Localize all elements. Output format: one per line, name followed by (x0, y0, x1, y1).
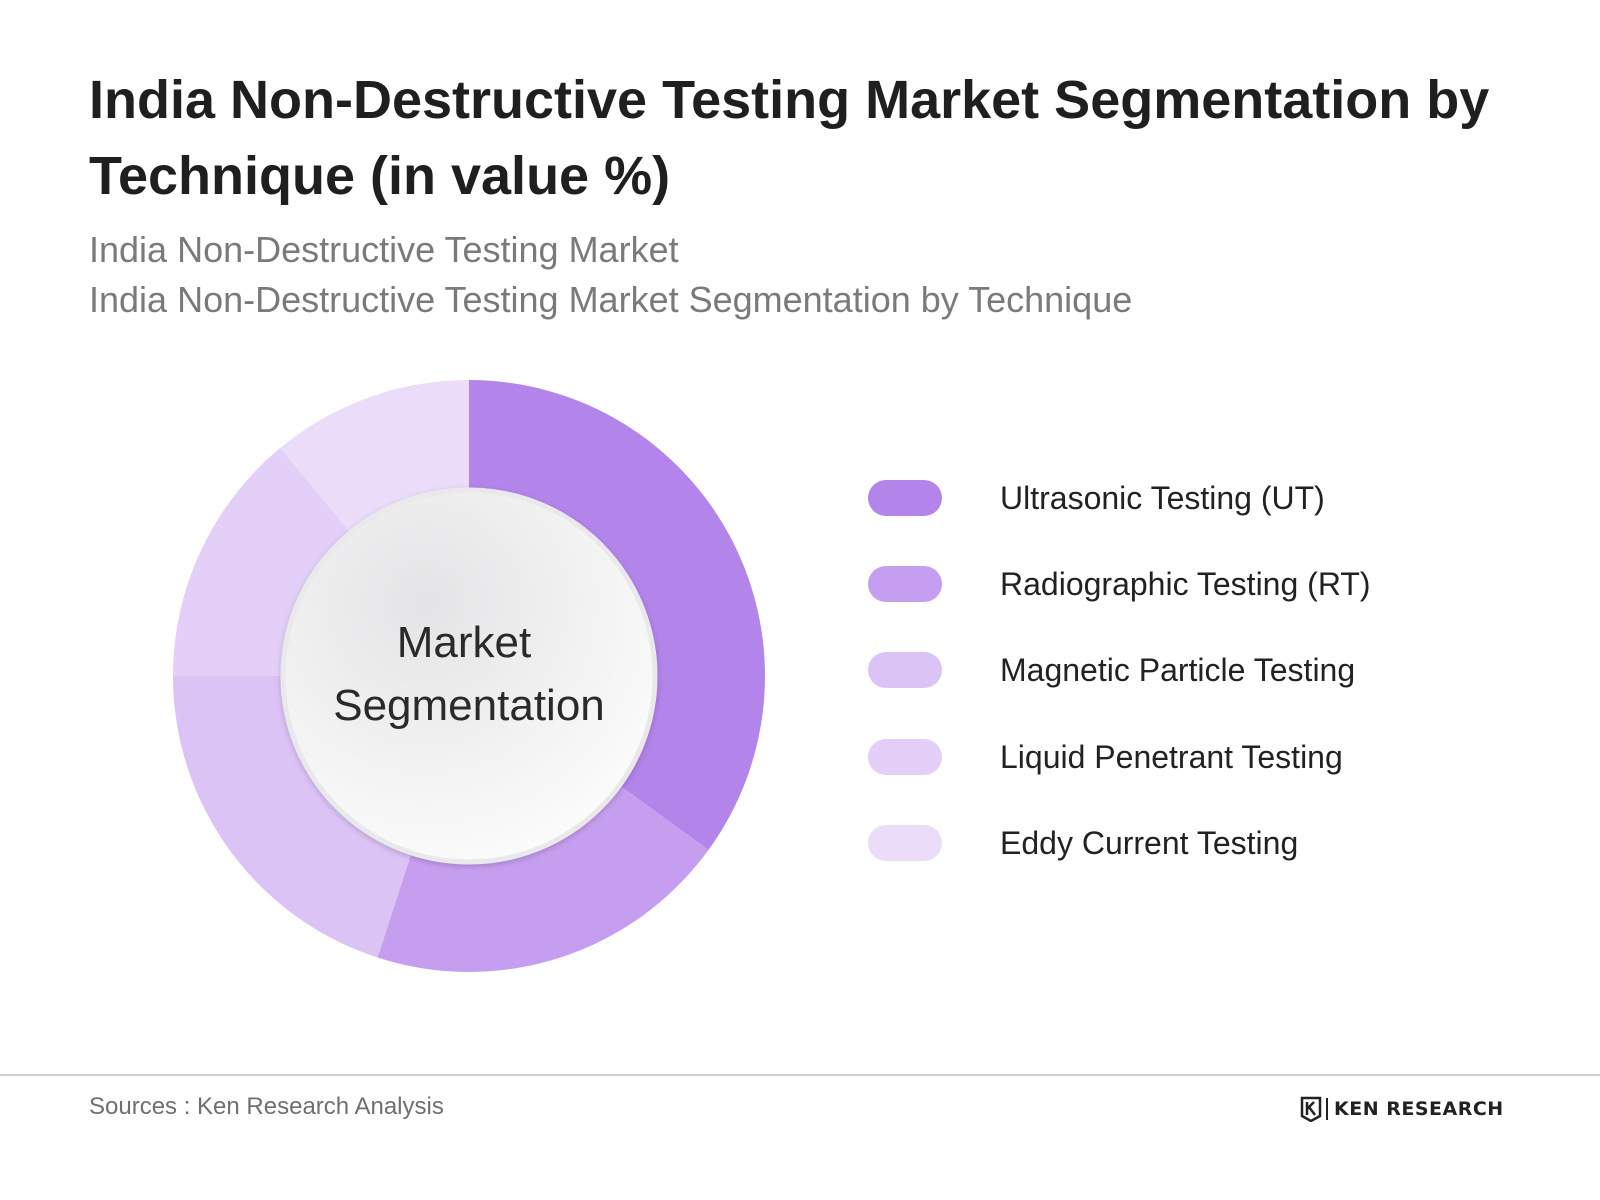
legend-item-magnetic-particle: Magnetic Particle Testing (868, 650, 1508, 690)
legend-item-liquid-penetrant: Liquid Penetrant Testing (868, 737, 1508, 777)
donut-center-disc (280, 487, 658, 865)
logo-wordmark: KEN RESEARCH (1334, 1098, 1504, 1120)
ken-research-logo: KEN RESEARCH (1300, 1094, 1504, 1124)
legend-label: Liquid Penetrant Testing (1000, 739, 1343, 775)
legend-item-ultrasonic: Ultrasonic Testing (UT) (868, 478, 1508, 518)
legend-item-eddy-current: Eddy Current Testing (868, 823, 1508, 863)
center-label-line-2: Segmentation (333, 681, 605, 730)
chart-title: India Non-Destructive Testing Market Seg… (89, 70, 1490, 206)
legend-item-radiographic: Radiographic Testing (RT) (868, 564, 1508, 604)
legend-label: Eddy Current Testing (1000, 825, 1299, 861)
footer-divider (0, 1074, 1600, 1076)
donut-slice-radiographic-testing-rt (377, 786, 709, 972)
subtitle-segmentation: India Non-Destructive Testing Market Seg… (89, 279, 1133, 320)
legend-swatch (868, 825, 942, 861)
donut-slices (173, 380, 765, 972)
donut-slice-ultrasonic-testing-ut (469, 380, 765, 850)
legend-swatch (868, 566, 942, 602)
donut-slice-liquid-penetrant-testing (173, 447, 350, 676)
logo-separator (1326, 1098, 1328, 1120)
legend-swatch (868, 652, 942, 688)
legend-label: Radiographic Testing (RT) (1000, 566, 1371, 602)
ken-research-logo-icon (1300, 1096, 1322, 1122)
subtitle-market: India Non-Destructive Testing Market (89, 229, 679, 270)
donut-slice-magnetic-particle-testing (173, 676, 411, 958)
legend-swatch (868, 739, 942, 775)
legend-swatch (868, 480, 942, 516)
center-label-line-1: Market (397, 618, 531, 667)
donut-slice-eddy-current-testing (280, 380, 469, 532)
sources-note: Sources : Ken Research Analysis (89, 1093, 444, 1120)
legend-label: Ultrasonic Testing (UT) (1000, 480, 1325, 516)
legend-label: Magnetic Particle Testing (1000, 652, 1356, 688)
